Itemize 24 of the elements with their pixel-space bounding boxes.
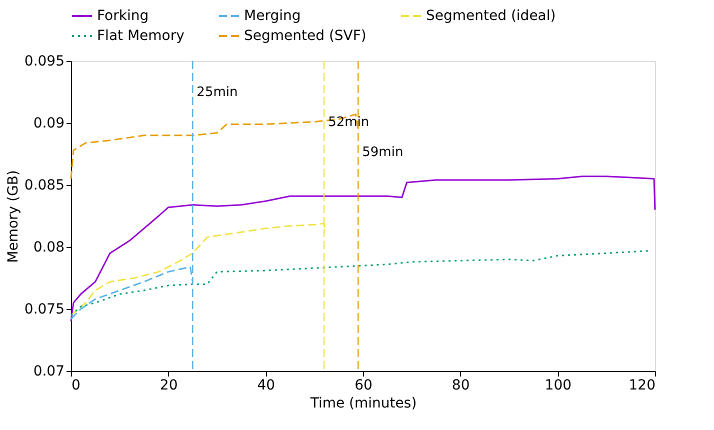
y-axis-title: Memory (GB)	[5, 170, 22, 263]
x-tick-label: 0	[72, 378, 80, 394]
legend-label: Forking	[97, 8, 149, 24]
x-tick-label: 120	[628, 378, 656, 394]
ref-line-label: 25min	[196, 85, 238, 100]
x-tick-label: 100	[544, 378, 572, 394]
x-tick-label: 20	[160, 378, 178, 394]
legend-label: Segmented (ideal)	[426, 8, 556, 24]
line-series	[70, 250, 651, 316]
legend-label: Merging	[244, 8, 301, 24]
legend-label: Flat Memory	[97, 28, 184, 44]
y-tick-label: 0.095	[24, 54, 64, 70]
y-tick-label: 0.09	[33, 116, 64, 132]
x-axis-title: Time (minutes)	[309, 396, 417, 412]
y-tick-label: 0.07	[33, 364, 64, 380]
y-tick-label: 0.075	[24, 302, 64, 318]
line-series	[70, 176, 656, 322]
x-tick-label: 60	[354, 378, 372, 394]
legend-label: Segmented (SVF)	[244, 28, 366, 44]
ref-line-label: 59min	[362, 145, 404, 160]
x-tick-label: 40	[257, 378, 276, 394]
y-tick-label: 0.085	[24, 178, 64, 194]
x-tick-label: 80	[452, 378, 470, 394]
y-tick-label: 0.08	[33, 240, 64, 256]
